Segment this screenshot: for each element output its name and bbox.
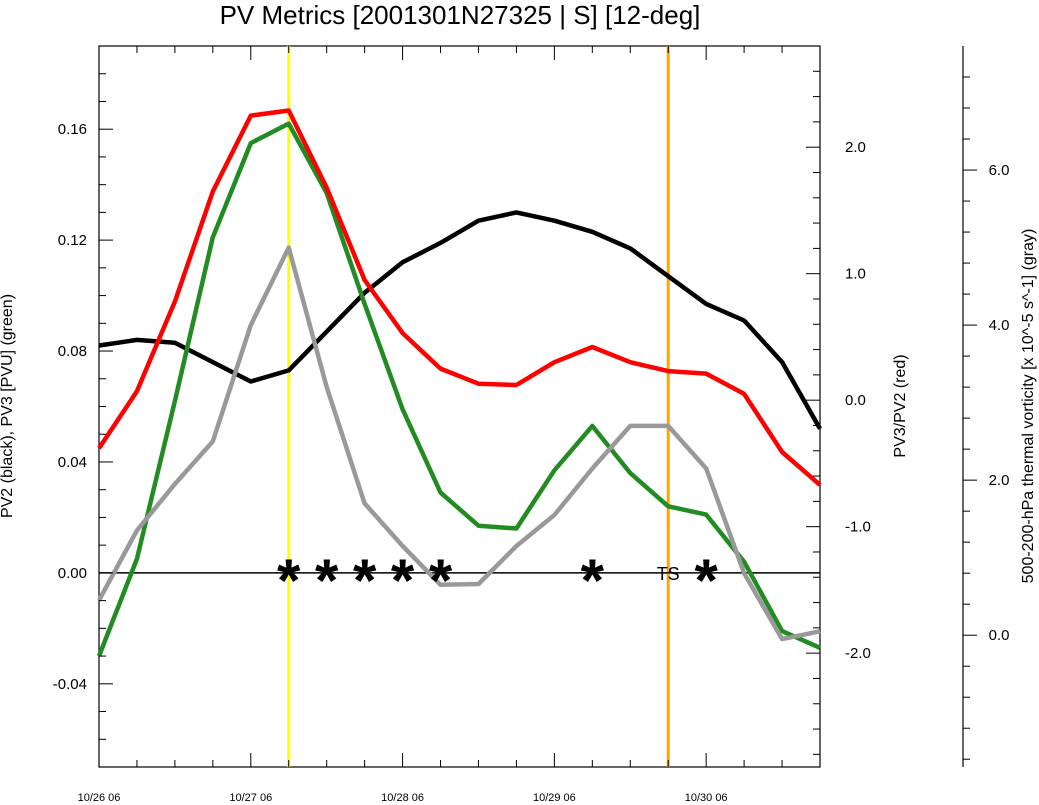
y-right-tick-label: 2.0 [845,139,866,156]
y-far-axis-label: 500-200-hPa thermal vorticity [x 10^-5 s… [1020,229,1037,584]
y-far-tick-label: 0.0 [989,627,1010,644]
y-right-axis: -2.0 -1.0 0.0 1.0 2.0 [806,70,871,755]
y-left-tick-label: 0.12 [58,232,87,249]
stage-label: TS [657,564,680,584]
marker-2: * [353,547,377,614]
y-right-tick-label: -1.0 [845,519,871,536]
x-tick-label: 10/26 06 [78,792,121,804]
y-far-tick-label: 6.0 [989,162,1010,179]
x-tick-label: 10/28 06 [381,792,424,804]
x-axis: 10/26 06 10/27 06 10/28 06 10/29 06 10/30 06 [78,46,821,804]
marker-1: * [315,547,339,614]
x-tick-label: 10/30 06 [685,792,728,804]
series-line-2 [97,108,822,487]
x-tick-label: 10/27 06 [229,792,272,804]
series-line-1 [96,121,821,657]
y-left-tick-label: 0.00 [58,565,87,582]
y-left-axis-label: PV2 (black), PV3 [PVU] (green) [0,294,16,518]
y-right-tick-label: -2.0 [845,645,871,662]
y-right-tick-label: 1.0 [845,266,866,283]
x-tick-label: 10/29 06 [533,792,576,804]
plot-frame [98,45,821,768]
series-line-0 [98,210,822,430]
marker-5: * [581,547,605,614]
vertical-marker-lines [287,46,670,767]
marker-3: * [391,547,415,614]
y-far-tick-label: 4.0 [989,317,1010,334]
series-lines [96,108,822,657]
y-right-axis-label: PV3/PV2 (red) [892,354,909,457]
y-left-axis: -0.04 0.00 0.04 0.08 0.12 0.16 [53,45,113,768]
y-left-tick-label: 0.16 [58,121,87,138]
y-left-tick-label: 0.08 [58,343,87,360]
y-right-tick-label: 0.0 [845,392,866,409]
chart-title: PV Metrics [2001301N27325 | S] [12-deg] [220,0,701,30]
marker-4: * [429,547,453,614]
y-far-tick-label: 2.0 [989,472,1010,489]
y-left-tick-label: -0.04 [53,676,87,693]
marker-0: * [277,547,301,614]
series-line-3 [97,245,821,642]
marker-symbols: * * * * * * *TS [277,547,718,614]
y-far-axis: 0.0 2.0 4.0 6.0 [962,46,1010,767]
marker-6: * [694,547,718,614]
y-left-tick-label: 0.04 [58,454,87,471]
